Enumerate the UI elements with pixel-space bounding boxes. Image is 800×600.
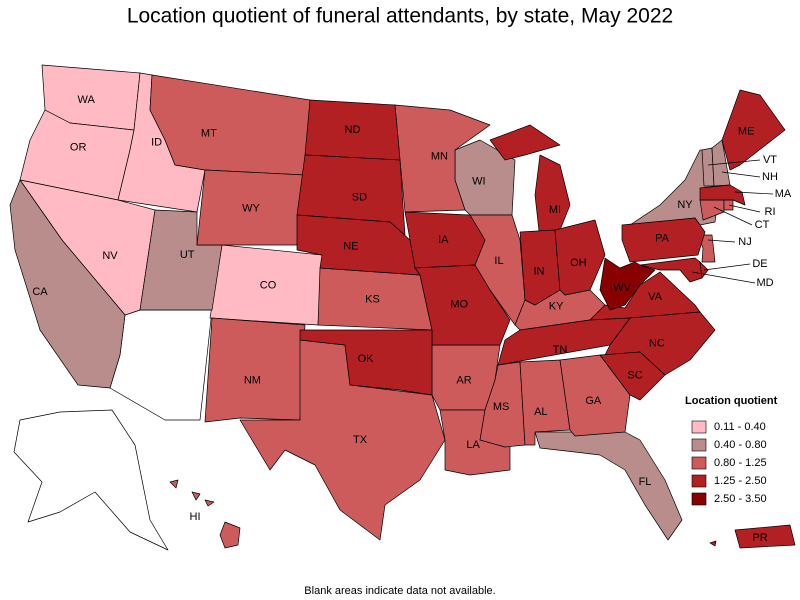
state-label: MO — [450, 299, 468, 311]
state-label: VT — [763, 154, 777, 166]
state-label: UT — [180, 249, 195, 261]
leader-line — [707, 159, 761, 166]
state — [721, 89, 786, 171]
state-label: MA — [775, 188, 792, 200]
blank-state — [13, 409, 169, 551]
state-label: ND — [345, 124, 361, 136]
state-label: TX — [353, 434, 368, 446]
state — [9, 179, 126, 389]
blank-areas — [13, 309, 213, 551]
state-label: ME — [738, 126, 755, 138]
legend-swatch — [691, 492, 707, 506]
state-label: ID — [151, 136, 162, 148]
state-label: OH — [570, 257, 587, 269]
legend-label: 0.40 - 0.80 — [714, 439, 767, 451]
state-label: NH — [762, 171, 778, 183]
state — [169, 479, 241, 549]
state-label: MS — [493, 401, 510, 413]
state — [699, 184, 746, 206]
state — [709, 524, 796, 549]
state-label: PA — [655, 233, 670, 245]
state-label: WA — [78, 94, 96, 106]
state-label: KS — [365, 293, 380, 305]
state — [723, 199, 734, 211]
legend-swatch — [691, 438, 707, 452]
state-label: AR — [456, 375, 471, 387]
state-label: WY — [242, 203, 260, 215]
legend-swatch — [691, 420, 707, 434]
state-label: CA — [32, 286, 48, 298]
legend-label: 0.11 - 0.40 — [714, 421, 766, 433]
state-label: RI — [765, 206, 776, 218]
state — [296, 214, 421, 276]
legend-swatch — [691, 474, 707, 488]
state-label: WI — [472, 175, 485, 187]
legend-label: 1.25 - 2.50 — [714, 475, 767, 487]
state-label: IN — [534, 265, 545, 277]
state — [149, 74, 311, 176]
blank-state — [109, 309, 213, 421]
state — [239, 339, 446, 541]
leader-line — [728, 204, 761, 213]
state — [204, 317, 306, 423]
state-label: PR — [752, 532, 767, 544]
state-label: VA — [648, 291, 663, 303]
state-label: NV — [102, 250, 118, 262]
state-label: NM — [244, 375, 261, 387]
state — [299, 329, 433, 396]
state — [599, 257, 656, 311]
state-label: MT — [201, 127, 217, 139]
state — [621, 217, 706, 263]
legend-title: Location quotient — [685, 395, 778, 407]
map-title: Location quotient of funeral attendants,… — [127, 5, 673, 28]
state — [519, 229, 561, 306]
state-label: MD — [756, 277, 773, 289]
state-labels: WA OR ID NV CO CA UT WI NY VT NH FL MT WY MN NM KS TX IL KY… — [32, 94, 792, 544]
state-label: AL — [534, 406, 547, 418]
state-label: TN — [553, 344, 568, 356]
state-label: GA — [585, 395, 602, 407]
state-label: WV — [613, 282, 631, 294]
state-label: NY — [677, 199, 693, 211]
leader-line — [713, 206, 753, 226]
state-label: MN — [431, 150, 448, 162]
state — [639, 257, 703, 283]
state-label: CT — [755, 219, 770, 231]
footnote: Blank areas indicate data not available. — [304, 585, 495, 597]
state — [554, 219, 606, 296]
state-label: HI — [190, 511, 201, 523]
legend-swatch — [691, 456, 707, 470]
state-label: CO — [260, 280, 277, 292]
state-label: KY — [549, 301, 564, 313]
state-label: NE — [343, 240, 358, 252]
leader-line — [703, 263, 751, 271]
state-label: OR — [70, 141, 87, 153]
state — [599, 351, 666, 401]
state — [394, 104, 491, 213]
state-label: SC — [627, 369, 642, 381]
legend-label: 0.80 - 1.25 — [714, 457, 767, 469]
state-label: SD — [352, 191, 367, 203]
state-label: DE — [752, 258, 767, 270]
states — [9, 64, 796, 549]
state-label: NJ — [738, 236, 751, 248]
leader-line — [734, 191, 774, 195]
state-label: MI — [549, 204, 561, 216]
state-label: IL — [494, 255, 503, 267]
state — [414, 264, 511, 346]
state-label: FL — [639, 476, 652, 488]
state-label: LA — [466, 439, 480, 451]
leader-line — [721, 171, 761, 178]
state-label: IA — [438, 234, 449, 246]
leader-line — [691, 271, 756, 284]
state-label: OK — [358, 353, 375, 365]
state — [534, 431, 683, 541]
state-label: NC — [649, 337, 665, 349]
legend-label: 2.50 - 3.50 — [714, 493, 767, 505]
leader-line — [707, 239, 736, 243]
state — [497, 317, 631, 366]
